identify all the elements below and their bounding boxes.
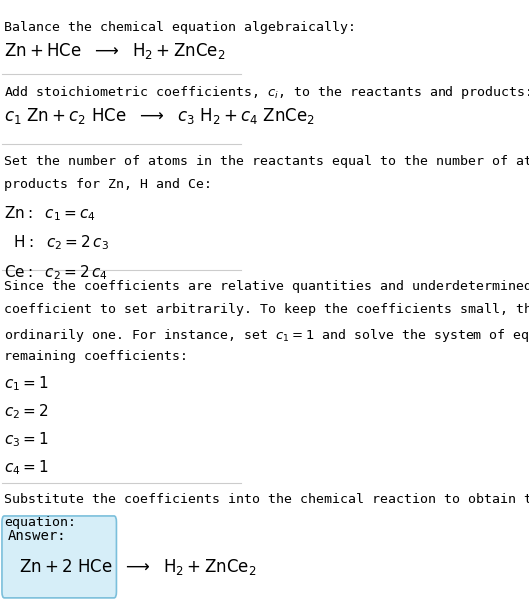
Text: $\mathregular{Zn:}$  $c_1 = c_4$: $\mathregular{Zn:}$ $c_1 = c_4$ <box>4 205 96 223</box>
Text: $c_3 = 1$: $c_3 = 1$ <box>4 430 49 449</box>
Text: products for Zn, H and Ce:: products for Zn, H and Ce: <box>4 178 212 191</box>
Text: Answer:: Answer: <box>8 529 67 543</box>
Text: $\ \ \mathregular{H:}$  $c_2 = 2\,c_3$: $\ \ \mathregular{H:}$ $c_2 = 2\,c_3$ <box>4 234 110 253</box>
Text: Balance the chemical equation algebraically:: Balance the chemical equation algebraica… <box>4 21 357 34</box>
FancyBboxPatch shape <box>2 516 116 598</box>
Text: $c_2 = 2$: $c_2 = 2$ <box>4 402 49 421</box>
Text: $\mathregular{Zn + HCe}$  $\longrightarrow$  $\mathregular{H_2 + ZnCe_2}$: $\mathregular{Zn + HCe}$ $\longrightarro… <box>4 41 226 61</box>
Text: Since the coefficients are relative quantities and underdetermined, choose a: Since the coefficients are relative quan… <box>4 280 529 293</box>
Text: Substitute the coefficients into the chemical reaction to obtain the balanced: Substitute the coefficients into the che… <box>4 493 529 506</box>
Text: $\mathregular{Zn + 2\ HCe}$  $\longrightarrow$  $\mathregular{H_2 + ZnCe_2}$: $\mathregular{Zn + 2\ HCe}$ $\longrighta… <box>19 557 256 577</box>
Text: coefficient to set arbitrarily. To keep the coefficients small, the arbitrary va: coefficient to set arbitrarily. To keep … <box>4 304 529 316</box>
Text: $c_1\ \mathregular{Zn} + c_2\ \mathregular{HCe}$  $\longrightarrow$  $c_3\ \math: $c_1\ \mathregular{Zn} + c_2\ \mathregul… <box>4 106 315 126</box>
Text: equation:: equation: <box>4 516 76 529</box>
Text: ordinarily one. For instance, set $c_1 = 1$ and solve the system of equations fo: ordinarily one. For instance, set $c_1 =… <box>4 327 529 344</box>
Text: $c_1 = 1$: $c_1 = 1$ <box>4 375 49 393</box>
Text: $\mathregular{Ce:}$  $c_2 = 2\,c_4$: $\mathregular{Ce:}$ $c_2 = 2\,c_4$ <box>4 263 108 282</box>
Text: $c_4 = 1$: $c_4 = 1$ <box>4 458 49 477</box>
Text: Set the number of atoms in the reactants equal to the number of atoms in the: Set the number of atoms in the reactants… <box>4 155 529 168</box>
Text: remaining coefficients:: remaining coefficients: <box>4 350 188 362</box>
Text: Add stoichiometric coefficients, $c_i$, to the reactants and products:: Add stoichiometric coefficients, $c_i$, … <box>4 84 529 101</box>
